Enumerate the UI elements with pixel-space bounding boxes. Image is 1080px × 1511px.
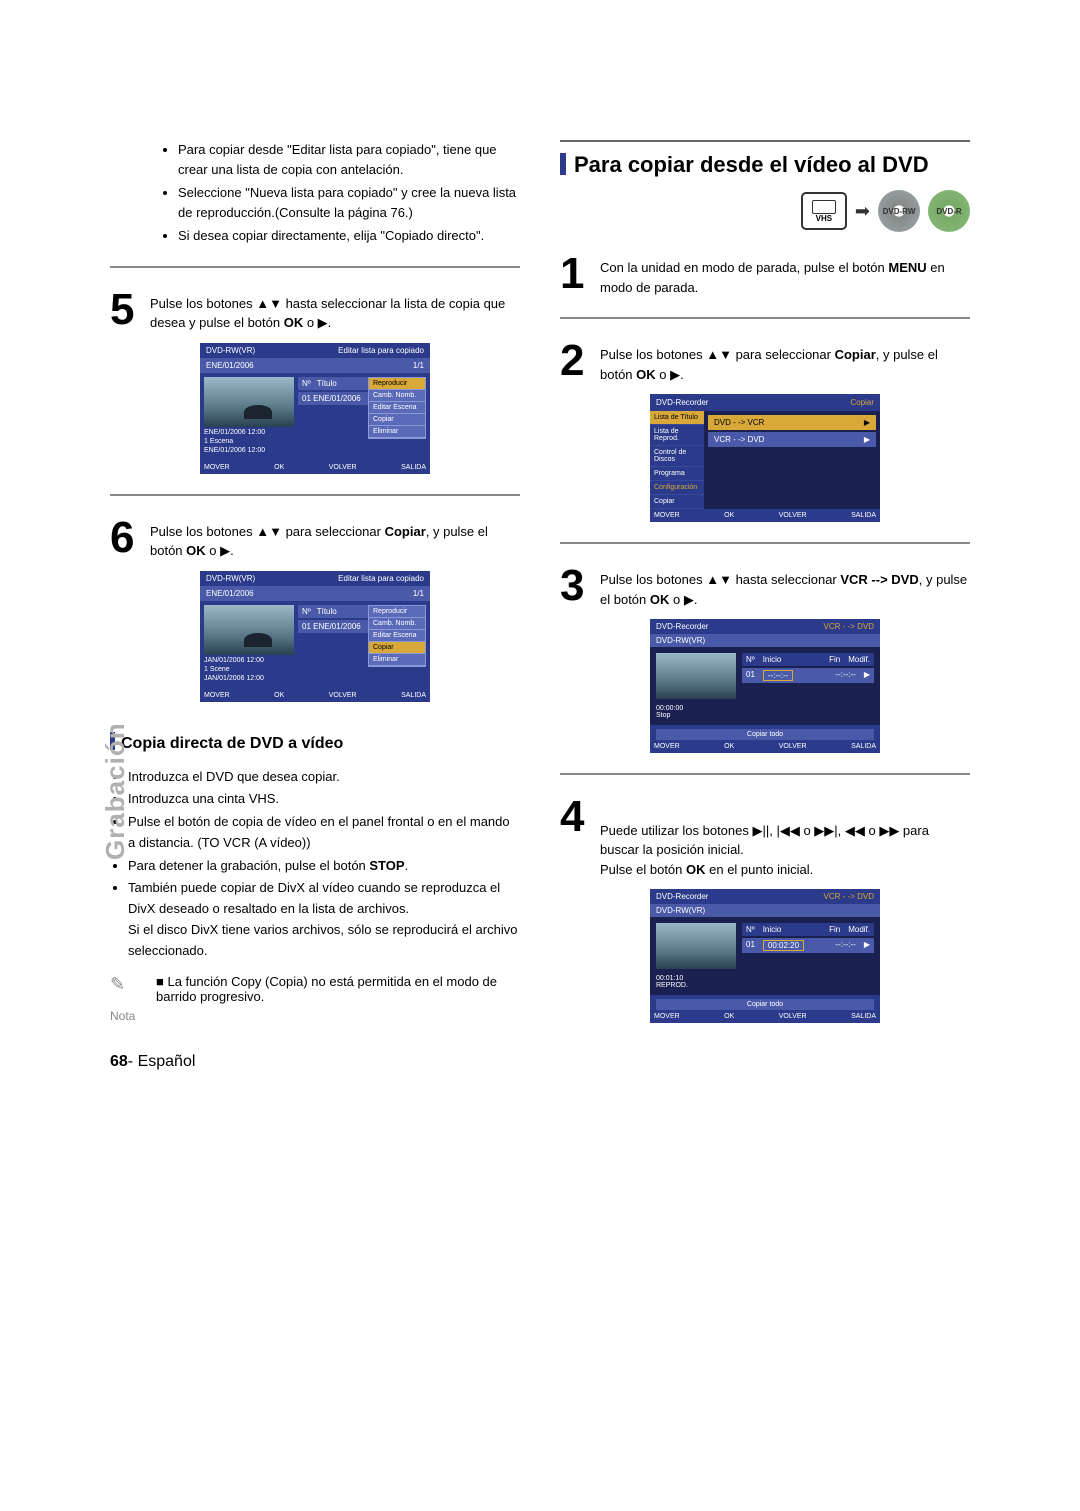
osd-main-menu: DVD-Recorder Copiar Lista de Título List… <box>650 394 880 522</box>
osd-edit-list-1: DVD-RW(VR) Editar lista para copiado ENE… <box>200 343 430 474</box>
context-menu: Reproducir Camb. Nomb. Editar Escena Cop… <box>368 605 426 667</box>
step-number: 3 <box>560 564 590 608</box>
direct-copy-list: Introduzca el DVD que desea copiar. Intr… <box>128 767 520 962</box>
intro-bullets: Para copiar desde "Editar lista para cop… <box>138 140 520 246</box>
step-text: Pulse los botones ▲▼ hasta seleccionar l… <box>150 288 520 333</box>
divider <box>110 266 520 268</box>
step-3: 3 Pulse los botones ▲▼ hasta seleccionar… <box>560 564 970 609</box>
note: ✎ Nota ■ La función Copy (Copia) no está… <box>110 974 520 1023</box>
osd-vcr-2: DVD-Recorder VCR - -> DVD DVD-RW(VR) 00:… <box>650 889 880 1023</box>
vhs-badge: VHS <box>801 192 847 230</box>
step-number: 6 <box>110 516 140 560</box>
step-6: 6 Pulse los botones ▲▼ para seleccionar … <box>110 516 520 561</box>
step-text: Pulse los botones ▲▼ para seleccionar Co… <box>150 516 520 561</box>
note-label: Nota <box>110 1009 146 1023</box>
intro-bullet: Seleccione "Nueva lista para copiado" y … <box>178 183 520 222</box>
divider <box>110 494 520 496</box>
intro-bullet: Para copiar desde "Editar lista para cop… <box>178 140 520 179</box>
step-2: 2 Pulse los botones ▲▼ para seleccionar … <box>560 339 970 384</box>
context-menu: Reproducir Camb. Nomb. Editar Escena Cop… <box>368 377 426 439</box>
media-badges: VHS ➡ DVD-RW DVD-R <box>560 190 970 232</box>
step-1: 1 Con la unidad en modo de parada, pulse… <box>560 252 970 297</box>
step-text: Pulse los botones ▲▼ para seleccionar Co… <box>600 339 970 384</box>
dvd-r-disc-icon: DVD-R <box>928 190 970 232</box>
step-4: 4 Puede utilizar los botones ▶||, |◀◀ o … <box>560 795 970 879</box>
divider <box>560 140 970 142</box>
section-title: Copia directa de DVD a vídeo <box>110 732 520 753</box>
thumbnail <box>204 605 294 655</box>
thumbnail <box>656 653 736 699</box>
divider <box>560 317 970 319</box>
step-text: Puede utilizar los botones ▶||, |◀◀ o ▶▶… <box>600 795 970 879</box>
step-text: Con la unidad en modo de parada, pulse e… <box>600 252 970 297</box>
thumbnail <box>204 377 294 427</box>
note-icon: ✎ <box>110 974 146 995</box>
page-number: 68- Español <box>110 1053 195 1071</box>
osd-title-right: Editar lista para copiado <box>338 346 424 355</box>
step-text: Pulse los botones ▲▼ hasta seleccionar V… <box>600 564 970 609</box>
thumbnail <box>656 923 736 969</box>
dvd-rw-disc-icon: DVD-RW <box>878 190 920 232</box>
arrow-icon: ➡ <box>855 201 870 222</box>
main-title: Para copiar desde el vídeo al DVD <box>560 152 970 178</box>
osd-edit-list-2: DVD-RW(VR) Editar lista para copiado ENE… <box>200 571 430 702</box>
step-number: 4 <box>560 795 590 839</box>
intro-bullet: Si desea copiar directamente, elija "Cop… <box>178 226 520 246</box>
osd-title-left: DVD-RW(VR) <box>206 346 255 355</box>
divider <box>560 773 970 775</box>
divider <box>560 542 970 544</box>
step-number: 2 <box>560 339 590 383</box>
step-5: 5 Pulse los botones ▲▼ hasta seleccionar… <box>110 288 520 333</box>
osd-vcr-1: DVD-Recorder VCR - -> DVD DVD-RW(VR) 00:… <box>650 619 880 753</box>
note-text: ■ La función Copy (Copia) no está permit… <box>156 974 520 1004</box>
sidebar-label: Grabación <box>100 722 131 860</box>
step-number: 5 <box>110 288 140 332</box>
step-number: 1 <box>560 252 590 296</box>
